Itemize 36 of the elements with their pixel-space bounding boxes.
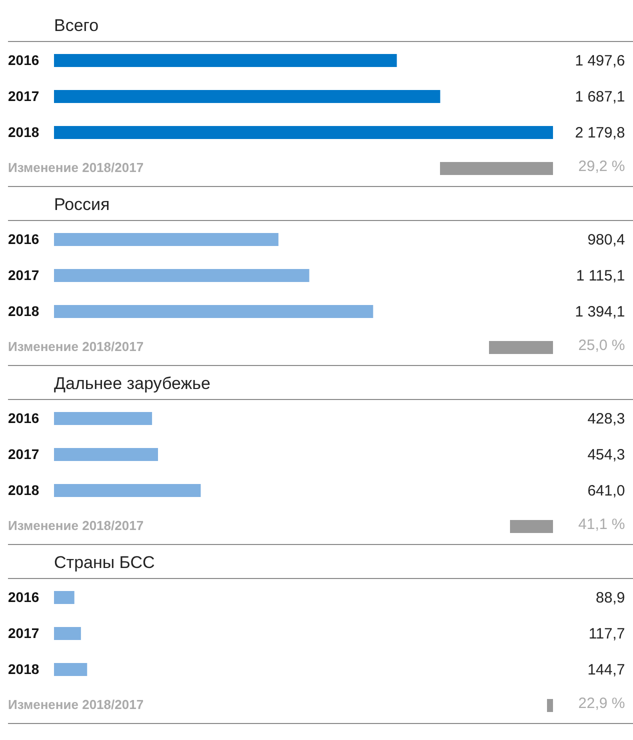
text: Изменение 2018/2017 [8, 697, 144, 712]
data-label: 88,9 [596, 590, 625, 606]
data-label: 1 115,1 [576, 268, 625, 284]
category-label: 2017 [8, 625, 40, 641]
category-label: 2017 [8, 446, 40, 462]
category-label: 2016 [8, 231, 40, 247]
data-label: 117,7 [588, 626, 625, 642]
data-label: 1 497,6 [574, 52, 625, 70]
text: 22,9 % [578, 695, 625, 712]
data-label: 454,3 [587, 446, 625, 464]
data-label: 1 687,1 [574, 88, 625, 106]
text: 29,2 % [578, 158, 625, 175]
category-label: 2018 [8, 482, 40, 498]
chart-title: Россия [8, 187, 633, 221]
category-label: 2018 [8, 661, 40, 677]
category-label: 2017 [8, 88, 40, 104]
data-label: 144,7 [587, 662, 625, 678]
category-label: 2018 [8, 303, 40, 319]
chart-title: Всего [8, 8, 633, 42]
category-label: 2018 [8, 124, 40, 140]
data-label: 1 394,1 [574, 304, 625, 320]
text: Изменение 2018/2017 [8, 339, 144, 354]
text: 41,1 % [578, 516, 625, 533]
data-label: 428,3 [587, 410, 625, 428]
category-label: 2016 [8, 52, 40, 68]
text: Изменение 2018/2017 [8, 160, 144, 175]
category-label: 2017 [8, 267, 40, 283]
data-label: 641,0 [587, 482, 625, 500]
data-label: 2 179,8 [574, 124, 625, 142]
category-label: 2016 [8, 589, 40, 605]
data-label: 980,4 [587, 232, 625, 248]
text: 25,0 % [578, 337, 625, 354]
text: Изменение 2018/2017 [8, 518, 144, 533]
category-label: 2016 [8, 410, 40, 426]
chart-title: Страны БСС [8, 545, 633, 579]
chart-title: Дальнее зарубежье [8, 366, 633, 400]
